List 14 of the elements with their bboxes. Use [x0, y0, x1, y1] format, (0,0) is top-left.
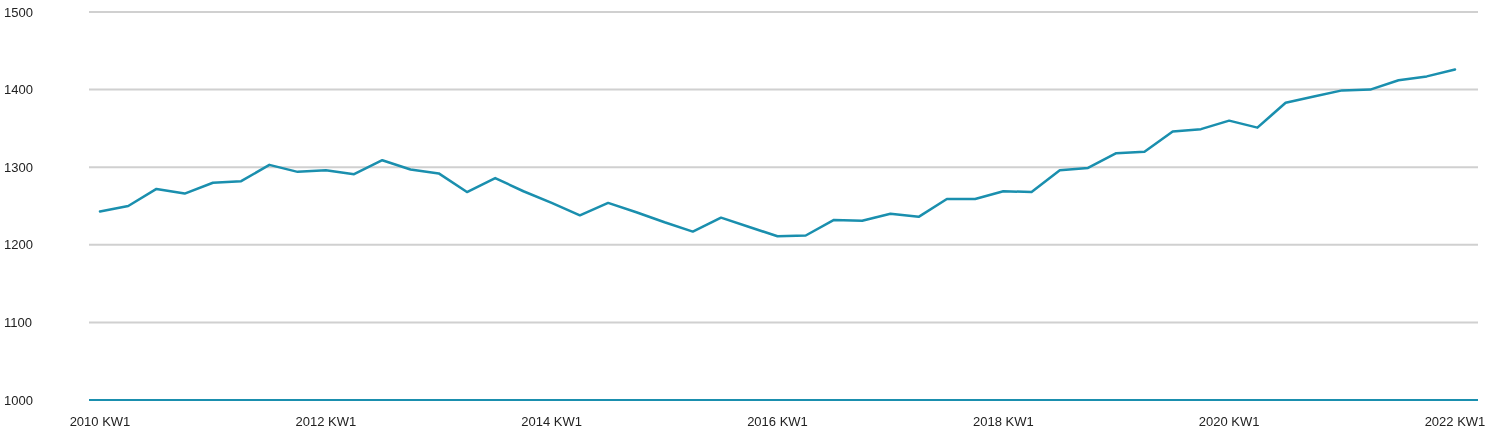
y-tick-label: 1400	[4, 82, 33, 98]
x-tick-label: 2022 KW1	[1424, 414, 1486, 429]
y-tick-label: 1000	[4, 392, 33, 408]
x-tick-label: 2018 KW1	[972, 414, 1034, 429]
x-tick-label: 2020 KW1	[1198, 414, 1260, 429]
y-tick-label: 1500	[4, 4, 33, 20]
x-tick-label: 2010 KW1	[69, 414, 131, 429]
x-tick-label: 2014 KW1	[521, 414, 583, 429]
line-series	[98, 68, 1457, 238]
y-tick-label: 1200	[4, 237, 33, 253]
y-tick-label: 1300	[4, 159, 33, 175]
x-tick-label: 2012 KW1	[295, 414, 357, 429]
y-tick-label: 1100	[4, 314, 32, 330]
x-tick-label: 2016 KW1	[747, 414, 808, 429]
